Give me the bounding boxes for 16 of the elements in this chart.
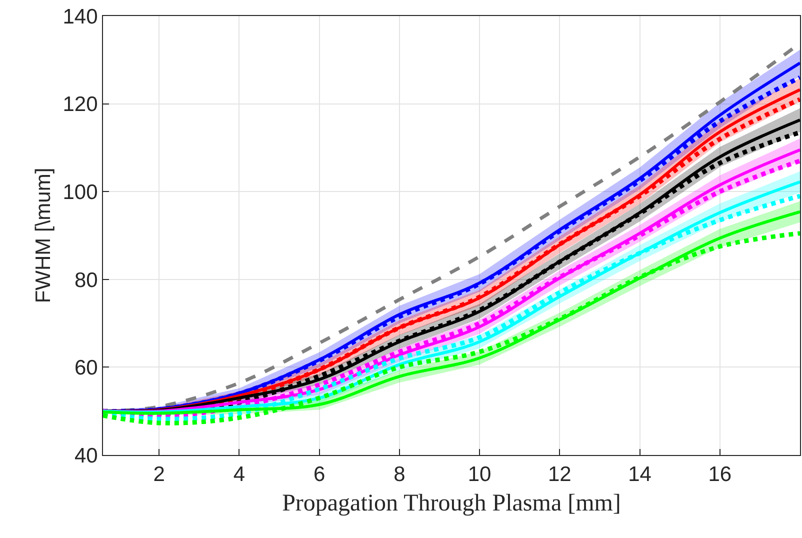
y-tick-label: 140 bbox=[62, 5, 98, 28]
x-axis-title: Propagation Through Plasma [mm] bbox=[282, 490, 621, 516]
x-tick-label: 16 bbox=[708, 463, 732, 486]
y-tick-label: 60 bbox=[74, 356, 98, 380]
x-tick-label: 6 bbox=[313, 463, 326, 486]
y-tick-label: 100 bbox=[62, 180, 98, 204]
x-tick-label: 2 bbox=[153, 463, 165, 486]
x-tick-label: 4 bbox=[233, 463, 246, 486]
x-tick-label: 8 bbox=[394, 463, 406, 486]
x-tick-label: 14 bbox=[628, 463, 652, 486]
y-axis-title: FWHM [\mum] bbox=[32, 168, 55, 304]
y-tick-label: 80 bbox=[74, 268, 98, 292]
y-tick-label: 40 bbox=[74, 444, 98, 468]
x-tick-label: 10 bbox=[468, 463, 492, 486]
y-tick-label: 120 bbox=[62, 93, 98, 116]
x-tick-label: 12 bbox=[548, 463, 572, 486]
